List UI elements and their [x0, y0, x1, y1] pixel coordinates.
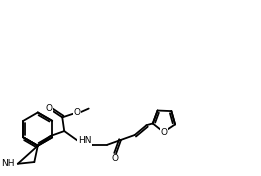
Text: O: O [73, 108, 80, 117]
Text: O: O [45, 104, 52, 113]
Text: O: O [160, 128, 167, 137]
Text: O: O [112, 154, 119, 163]
Text: HN: HN [78, 136, 91, 145]
Text: NH: NH [1, 159, 15, 168]
